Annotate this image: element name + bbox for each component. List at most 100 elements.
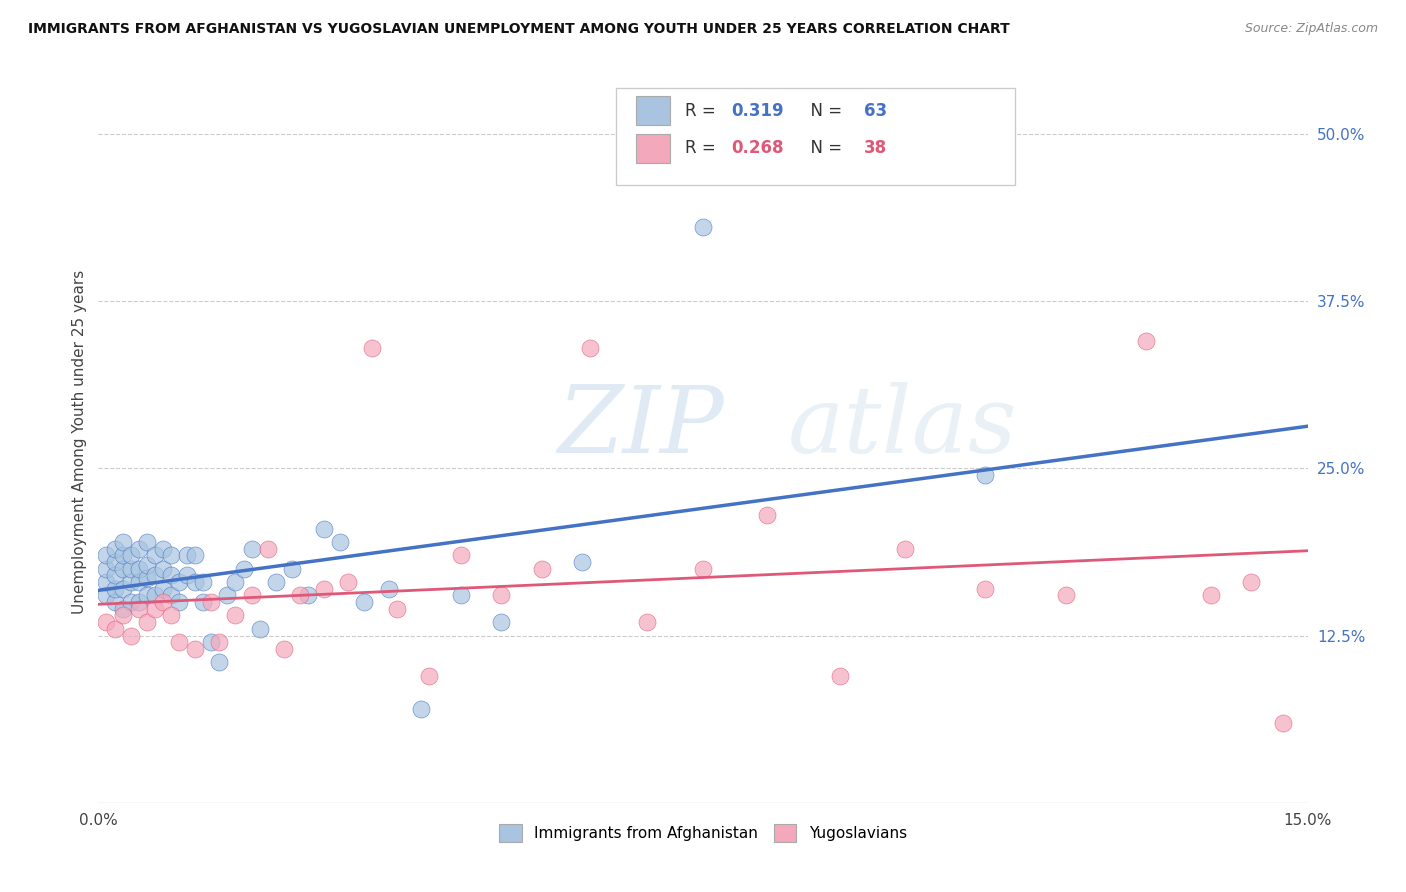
Point [208,635,231,649]
Point [361,341,384,355]
Point [200,635,222,649]
Text: 0.268: 0.268 [731,139,783,157]
FancyBboxPatch shape [616,87,1015,185]
Point [217,589,239,603]
Point [135,615,157,630]
Text: N =: N = [800,139,846,157]
Point [176,548,198,563]
Point [120,628,142,642]
Point [143,568,166,582]
Point [135,534,157,549]
Point [152,541,174,556]
Point [143,589,166,603]
Point [200,595,222,609]
Point [692,562,714,576]
Point [184,575,207,590]
Point [579,341,602,355]
Point [152,582,174,596]
Point [974,582,997,596]
Text: N =: N = [800,102,846,120]
Point [418,669,440,683]
Point [314,521,336,535]
Point [193,595,215,609]
Point [96,575,118,590]
Point [111,582,134,596]
Text: R =: R = [685,139,721,157]
Text: ZIP: ZIP [558,382,724,472]
Point [128,595,150,609]
Point [128,575,150,590]
Point [135,558,157,572]
Point [143,548,166,563]
Point [273,642,295,657]
Point [152,562,174,576]
Point [893,541,915,556]
Point [571,555,593,569]
Point [120,562,142,576]
Point [128,562,150,576]
Point [111,534,134,549]
Point [103,541,125,556]
Point [329,534,352,549]
Point [143,602,166,616]
Point [184,548,207,563]
Point [103,622,125,636]
Point [96,548,118,563]
Point [135,571,157,585]
Point [409,702,432,716]
Point [111,548,134,563]
Point [256,541,278,556]
Point [288,589,311,603]
Point [135,589,157,603]
Point [167,575,190,590]
Point [167,595,190,609]
Point [96,615,118,630]
Point [756,508,779,523]
Point [353,595,375,609]
Point [167,635,190,649]
Point [249,622,271,636]
Point [530,562,553,576]
Point [128,602,150,616]
Point [264,575,287,590]
Point [103,595,125,609]
Point [240,589,263,603]
Point [103,582,125,596]
Point [974,467,997,482]
Point [240,541,263,556]
Point [636,615,658,630]
Point [120,595,142,609]
Point [193,575,215,590]
Point [111,562,134,576]
Point [120,548,142,563]
FancyBboxPatch shape [637,96,671,125]
Point [152,595,174,609]
Point [692,220,714,235]
Text: R =: R = [685,102,721,120]
Point [297,589,319,603]
Point [491,589,513,603]
Point [450,589,472,603]
Point [160,608,183,623]
Point [160,548,183,563]
Point [314,582,336,596]
Point [1054,589,1077,603]
Text: 38: 38 [863,139,887,157]
Point [281,562,304,576]
Point [337,575,360,590]
Text: 0.319: 0.319 [731,102,783,120]
Point [160,568,183,582]
Point [208,655,231,669]
Text: IMMIGRANTS FROM AFGHANISTAN VS YUGOSLAVIAN UNEMPLOYMENT AMONG YOUTH UNDER 25 YEA: IMMIGRANTS FROM AFGHANISTAN VS YUGOSLAVI… [28,22,1010,37]
Point [1135,334,1157,349]
Point [103,568,125,582]
Text: Source: ZipAtlas.com: Source: ZipAtlas.com [1244,22,1378,36]
Point [377,582,399,596]
Point [1240,575,1263,590]
Point [385,602,408,616]
Text: 63: 63 [863,102,887,120]
Point [128,541,150,556]
Point [96,562,118,576]
Point [111,602,134,616]
Point [491,615,513,630]
